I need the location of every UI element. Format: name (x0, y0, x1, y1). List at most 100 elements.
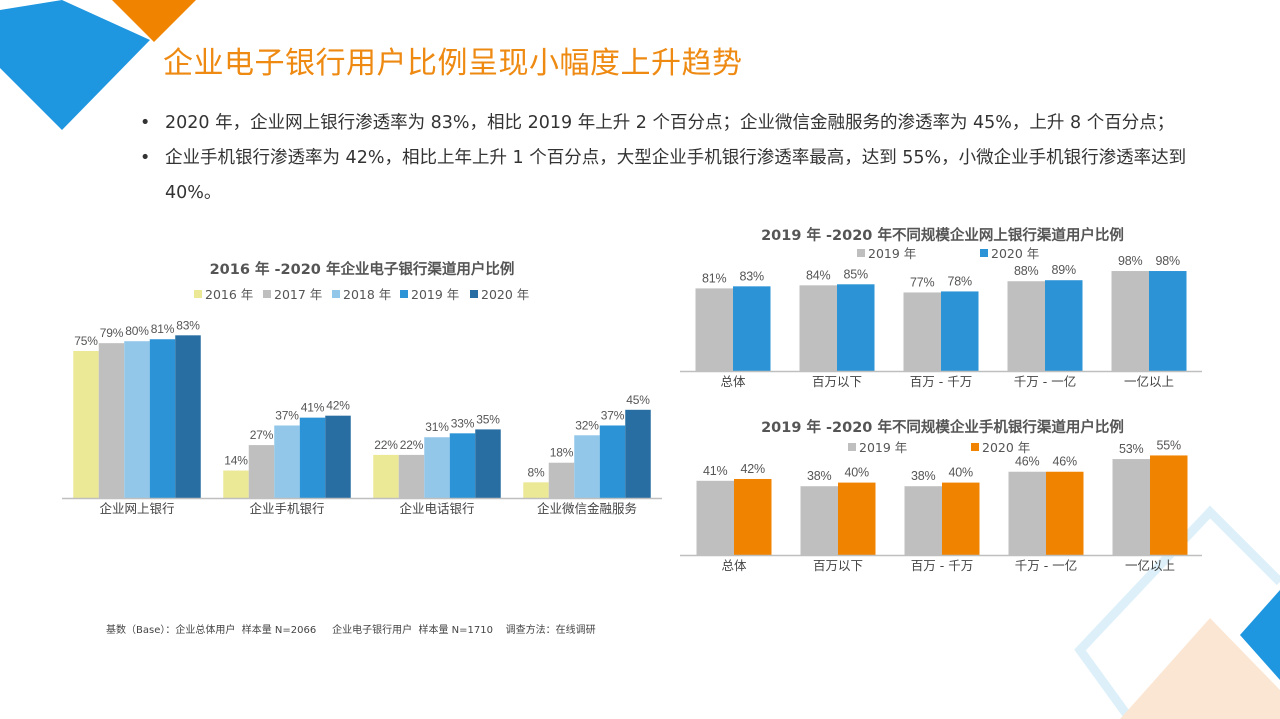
legend-label: 2017 年 (274, 287, 322, 302)
bar (325, 415, 351, 498)
data-label: 83% (176, 318, 200, 332)
bar (696, 480, 734, 555)
data-label: 22% (400, 438, 424, 452)
data-label: 83% (740, 269, 765, 283)
legend-swatch (980, 249, 988, 257)
bar (1111, 271, 1149, 371)
bar (223, 470, 249, 498)
bar (124, 341, 150, 498)
data-label: 38% (807, 469, 832, 483)
chart-title: 2016 年 -2020 年企业电子银行渠道用户比例 (210, 260, 515, 278)
data-label: 40% (949, 466, 974, 480)
legend-label: 2018 年 (343, 287, 391, 302)
category-label: 企业手机银行 (249, 501, 324, 516)
category-label: 百万以下 (813, 558, 863, 573)
data-label: 31% (425, 420, 449, 434)
blue-triangle-shape (1240, 590, 1280, 680)
legend-label: 2019 年 (411, 287, 459, 302)
bar (733, 286, 771, 371)
legend-label: 2016 年 (205, 287, 253, 302)
bar (98, 343, 125, 498)
chart-online-banking-by-size: 2019 年 -2020 年不同规模企业网上银行渠道用户比例 81% 83% 总体 84… (680, 226, 1202, 389)
bar (1150, 455, 1188, 555)
data-label: 18% (550, 446, 574, 460)
category-label: 企业电话银行 (399, 501, 474, 516)
legend-swatch (263, 290, 271, 298)
light-blue-outline-diamond (1074, 505, 1280, 719)
category-label: 一亿以上 (1125, 558, 1175, 573)
category-label: 总体 (720, 374, 746, 389)
category-label: 总体 (721, 558, 747, 573)
data-label: 35% (476, 412, 500, 426)
data-label: 37% (275, 408, 299, 422)
data-label: 75% (74, 334, 98, 348)
corner-decoration-top-left (0, 0, 196, 130)
category-label: 百万以下 (812, 374, 862, 389)
data-label: 98% (1118, 254, 1143, 268)
chart-title: 2019 年 -2020 年不同规模企业手机银行渠道用户比例 (761, 418, 1124, 436)
bar (695, 288, 733, 371)
data-label: 81% (151, 322, 175, 336)
category-label: 企业网上银行 (99, 501, 174, 516)
bar (574, 435, 600, 498)
legend-swatch (194, 290, 202, 298)
category-label: 千万 - 一亿 (1014, 374, 1076, 389)
data-label: 40% (845, 466, 870, 480)
legend-label: 2020 年 (991, 246, 1039, 261)
data-label: 85% (844, 267, 869, 281)
data-label: 88% (1014, 264, 1039, 278)
data-label: 81% (702, 271, 727, 285)
bar (149, 339, 176, 498)
bar (942, 482, 980, 555)
bar (548, 462, 575, 498)
corner-decoration-bottom-right (1074, 505, 1280, 719)
category-label: 一亿以上 (1124, 374, 1174, 389)
data-label: 53% (1119, 442, 1144, 456)
legend-label: 2020 年 (982, 440, 1030, 455)
bar (1149, 271, 1187, 371)
legend-swatch (400, 290, 408, 298)
data-label: 78% (948, 274, 973, 288)
data-label: 41% (703, 464, 728, 478)
legend-swatch (332, 290, 340, 298)
legend-swatch (857, 249, 865, 257)
bar (625, 409, 651, 498)
category-label: 千万 - 一亿 (1015, 558, 1077, 573)
peach-diamond-shape (1120, 618, 1280, 719)
data-label: 42% (326, 399, 350, 413)
data-label: 45% (626, 393, 650, 407)
page-title: 企业电子银行用户比例呈现小幅度上升趋势 (163, 46, 743, 81)
chart-ebank-channel-2016-2020: 2016 年 -2020 年企业电子银行渠道用户比例 75%79% 80% 81% 83… (62, 260, 662, 516)
legend-swatch (971, 443, 979, 451)
data-label: 41% (301, 401, 325, 415)
category-label: 企业微信金融服务 (537, 501, 637, 516)
bar (734, 478, 772, 555)
data-label: 46% (1015, 455, 1040, 469)
legend-label: 2019 年 (868, 246, 916, 261)
legend-swatch (470, 290, 478, 298)
legend-label: 2020 年 (481, 287, 529, 302)
bar (837, 284, 875, 371)
bar (248, 445, 275, 498)
data-label: 22% (374, 438, 398, 452)
data-label: 32% (575, 418, 599, 432)
data-label: 98% (1156, 254, 1181, 268)
bar (941, 291, 979, 371)
bar (299, 417, 326, 498)
bar (449, 433, 476, 498)
bar (398, 454, 425, 498)
blue-diamond-shape (0, 0, 150, 130)
bullet-list: 2020 年，企业网上银行渗透率为 83%，相比 2019 年上升 2 个百分点… (140, 106, 1200, 211)
data-label: 80% (125, 324, 149, 338)
data-label: 8% (528, 465, 545, 479)
data-label: 79% (100, 326, 124, 340)
bar (274, 425, 300, 498)
bar (73, 351, 99, 498)
data-label: 38% (911, 469, 936, 483)
data-label: 14% (224, 454, 248, 468)
category-label: 百万 - 千万 (910, 374, 972, 389)
data-label: 84% (806, 268, 831, 282)
bar (903, 292, 941, 371)
bar (904, 486, 942, 555)
data-label: 46% (1053, 455, 1078, 469)
